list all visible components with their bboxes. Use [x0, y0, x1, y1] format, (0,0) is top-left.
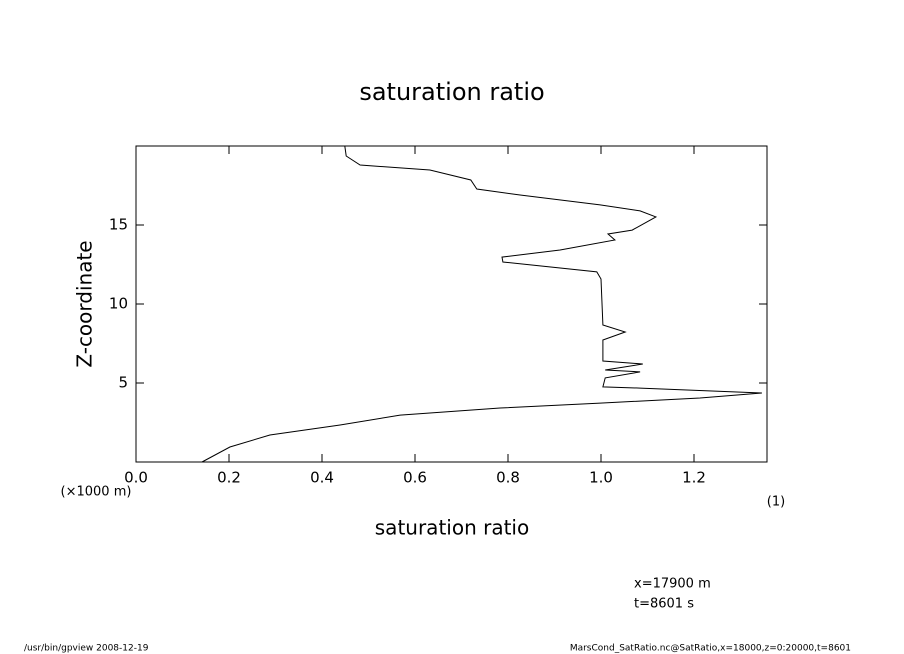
x-axis-label: saturation ratio: [375, 516, 529, 540]
profile-line: [201, 145, 762, 463]
footer: MarsCond_SatRatio.nc@SatRatio,x=18000,z=…: [570, 644, 851, 654]
chart-title: saturation ratio: [359, 78, 544, 106]
x-unit: (1): [767, 495, 785, 510]
x-tick-label: 0.2: [217, 469, 241, 487]
footer: /usr/bin/gpview 2008-12-19: [24, 644, 149, 654]
y-tick-label: 10: [109, 295, 128, 313]
y-unit: (×1000 m): [61, 485, 132, 500]
annotation: x=17900 m: [634, 577, 711, 592]
y-axis-label: Z-coordinate: [73, 240, 97, 367]
y-tick-label: 15: [109, 216, 128, 234]
y-tick-label: 5: [118, 374, 128, 392]
annotation: t=8601 s: [634, 597, 694, 612]
x-tick-label: 1.0: [589, 469, 613, 487]
x-tick-label: 0.6: [403, 469, 427, 487]
plot-frame: [135, 145, 768, 463]
x-tick-label: 0.8: [496, 469, 520, 487]
x-tick-label: 0.4: [310, 469, 334, 487]
x-tick-label: 1.2: [682, 469, 706, 487]
x-tick-label: 0.0: [124, 469, 148, 487]
